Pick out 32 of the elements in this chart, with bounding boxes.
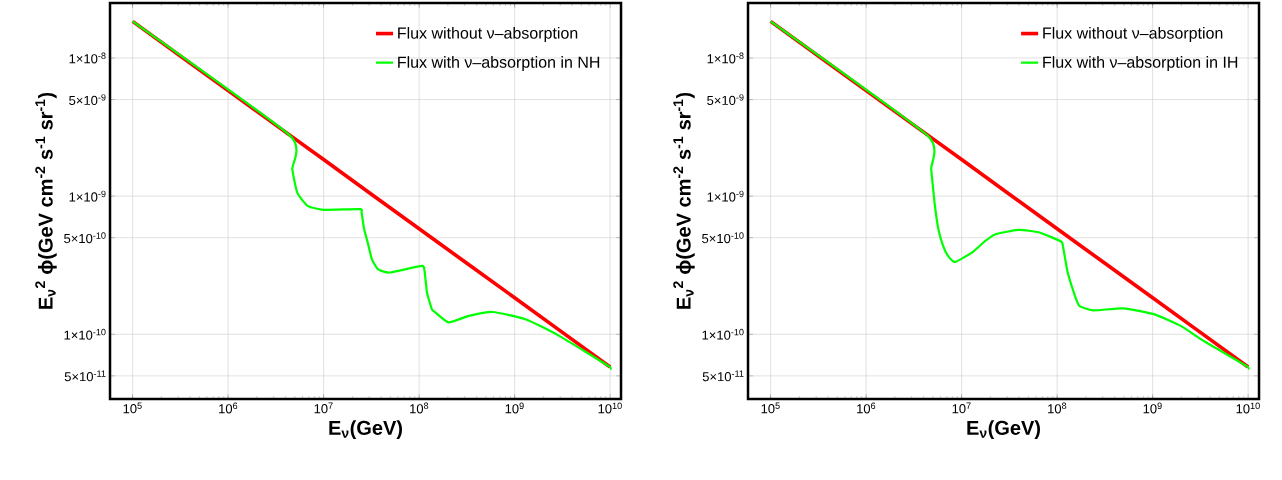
x-tick-label: 10$^{10}$ — [1236, 402, 1260, 414]
y-tick-label: 1×10$^{-8}$ — [69, 52, 106, 64]
y-tick-label: 1×10$^{-10}$ — [64, 328, 106, 340]
x-tick-label: 10$^{7}$ — [314, 402, 333, 414]
y-tick-label: 1×10$^{-9}$ — [707, 190, 744, 202]
legend-label: Flux with ν–absorption in NH — [398, 56, 600, 72]
x-tick-label: 10$^{8}$ — [1048, 402, 1067, 414]
x-tick-label: 10$^{6}$ — [219, 402, 238, 414]
y-tick-label: 1×10$^{-8}$ — [707, 52, 744, 64]
y-tick-label: 5×10$^{-9}$ — [707, 94, 744, 105]
x-tick-label: 10$^{7}$ — [952, 402, 971, 414]
legend-label: Flux without ν–absorption — [398, 27, 578, 42]
y-tick-label: 1×10$^{-10}$ — [702, 328, 744, 340]
y-tick-label: 1×10$^{-9}$ — [69, 190, 106, 202]
text: E$_{ν}$$^{2}$ ϕ(GeV cm$^{-2}$ s$^{-1}$ sr$^{-1}$) — [35, 92, 57, 309]
legend-label: Flux without ν–absorption — [1043, 27, 1223, 42]
x-tick-label: 10$^{5}$ — [761, 402, 780, 414]
legend-label: Flux with ν–absorption in IH — [1043, 56, 1238, 72]
y-tick-label: 5×10$^{-10}$ — [64, 232, 106, 244]
x-tick-label: 10$^{6}$ — [857, 402, 876, 414]
y-tick-label: 5×10$^{-11}$ — [64, 370, 106, 382]
x-tick-label: 10$^{9}$ — [1143, 402, 1162, 414]
y-tick-label: 5×10$^{-9}$ — [69, 94, 106, 105]
y-tick-label: 5×10$^{-11}$ — [702, 370, 744, 382]
y-tick-label: 5×10$^{-10}$ — [702, 232, 744, 244]
x-tick-label: 10$^{10}$ — [598, 402, 622, 414]
x-tick-label: 10$^{9}$ — [505, 402, 524, 414]
x-axis-title: E$_{ν}$(GeV) — [329, 420, 402, 439]
x-axis-title: E$_{ν}$(GeV) — [967, 420, 1040, 439]
x-tick-label: 10$^{8}$ — [410, 402, 429, 414]
x-tick-label: 10$^{5}$ — [123, 402, 142, 414]
text: E$_{ν}$$^{2}$ ϕ(GeV cm$^{-2}$ s$^{-1}$ sr$^{-1}$) — [673, 92, 695, 309]
